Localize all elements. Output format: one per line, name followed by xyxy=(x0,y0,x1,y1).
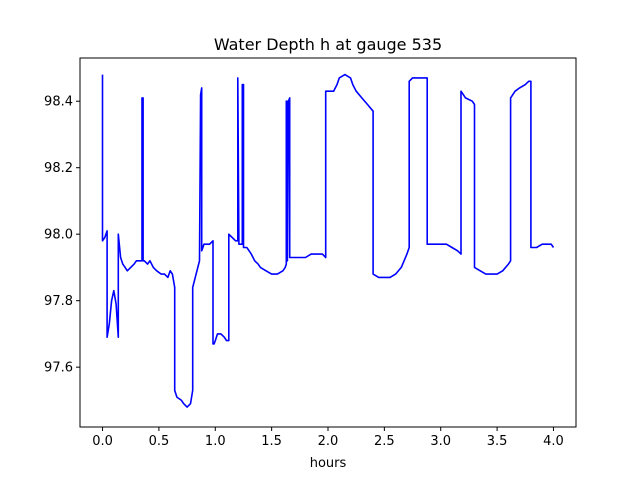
x-tick-label: 0.0 xyxy=(92,434,113,449)
y-axis-ticks: 97.6 97.8 98.0 98.2 98.4 xyxy=(44,95,80,376)
x-tick-label: 1.5 xyxy=(261,434,282,449)
x-tick-label: 3.5 xyxy=(487,434,508,449)
x-axis-ticks: 0.0 0.5 1.0 1.5 2.0 2.5 3.0 3.5 4.0 xyxy=(92,427,564,449)
x-tick-label: 4.0 xyxy=(543,434,564,449)
series-line-0 xyxy=(101,73,555,408)
x-tick-label: 3.0 xyxy=(430,434,451,449)
x-tick-label: 2.0 xyxy=(318,434,339,449)
x-tick-label: 0.5 xyxy=(149,434,170,449)
x-axis-label: hours xyxy=(310,456,347,471)
chart-title: Water Depth h at gauge 535 xyxy=(214,35,442,54)
y-tick-label: 97.8 xyxy=(44,294,73,309)
y-tick-label: 98.0 xyxy=(44,228,73,243)
x-tick-label: 1.0 xyxy=(205,434,226,449)
y-tick-label: 98.2 xyxy=(44,161,73,176)
y-tick-label: 97.6 xyxy=(44,361,73,376)
x-tick-label: 2.5 xyxy=(374,434,395,449)
y-tick-label: 98.4 xyxy=(44,95,73,110)
